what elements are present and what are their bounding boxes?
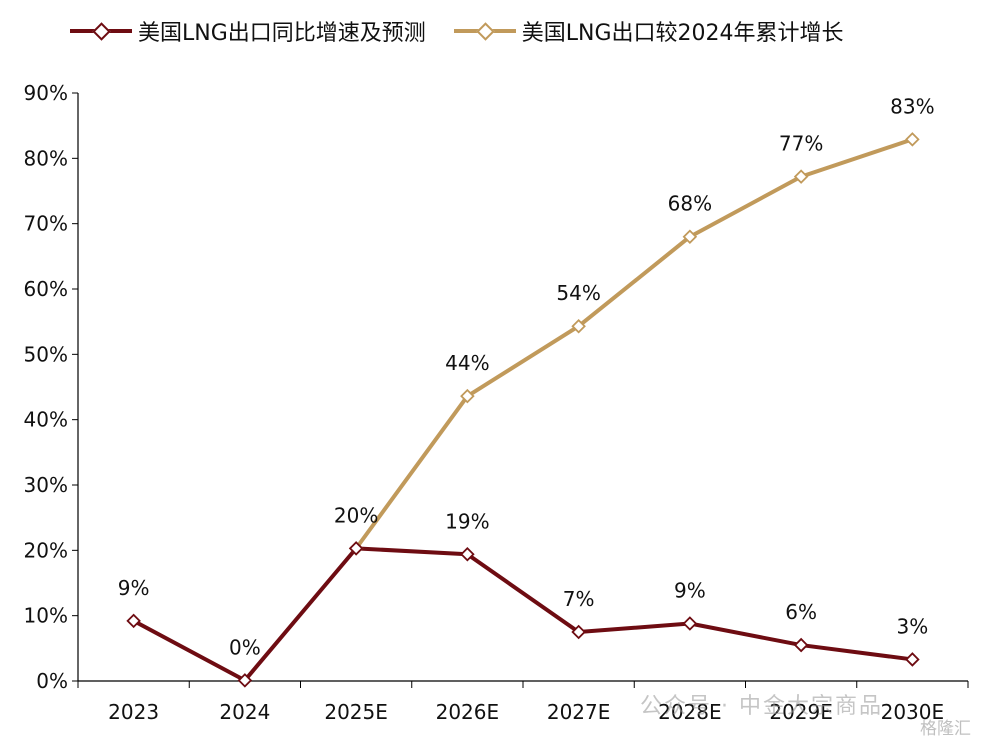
- data-point-1: [571, 318, 586, 334]
- x-tick-label: 2029E: [769, 700, 833, 724]
- data-point-0: [571, 624, 586, 640]
- y-tick-label: 90%: [24, 81, 68, 105]
- data-point-0: [682, 616, 698, 631]
- data-label: 83%: [890, 94, 934, 118]
- x-tick-label: 2024: [219, 700, 270, 724]
- y-tick-label: 30%: [24, 473, 68, 497]
- chart-legend: 美国LNG出口同比增速及预测 美国LNG出口较2024年累计增长: [70, 14, 872, 48]
- series-line-0: [132, 546, 913, 683]
- x-tick-label: 2026E: [436, 700, 500, 724]
- x-tick-label: 2027E: [547, 700, 611, 724]
- data-label: 68%: [668, 192, 712, 216]
- data-point-0: [905, 652, 920, 667]
- legend-label-cumulative: 美国LNG出口较2024年累计增长: [521, 21, 844, 46]
- data-point-0: [793, 637, 809, 653]
- data-label: 9%: [674, 579, 706, 603]
- data-point-0: [126, 613, 141, 629]
- legend-swatch-cumulative: [453, 21, 516, 41]
- data-label: 0%: [229, 635, 261, 659]
- data-point-1: [682, 229, 698, 245]
- legend-label-yoy: 美国LNG出口同比增速及预测: [138, 21, 426, 46]
- x-tick-label: 2030E: [881, 700, 945, 724]
- y-tick-label: 20%: [24, 538, 68, 562]
- y-tick-label: 40%: [24, 408, 68, 432]
- watermark-logo: 格隆汇: [920, 719, 971, 739]
- data-point-1: [905, 132, 920, 147]
- data-label: 3%: [897, 614, 929, 638]
- data-point-1: [793, 169, 809, 184]
- data-label: 54%: [556, 281, 600, 305]
- y-tick-label: 80%: [24, 146, 68, 170]
- legend-item-cumulative: 美国LNG出口较2024年累计增长: [453, 15, 844, 47]
- data-label: 19%: [445, 509, 489, 533]
- x-tick-label: 2028E: [658, 700, 722, 724]
- y-tick-label: 60%: [24, 277, 68, 301]
- legend-item-yoy: 美国LNG出口同比增速及预测: [70, 15, 426, 47]
- x-tick-label: 2025E: [324, 700, 388, 724]
- y-tick-label: 50%: [24, 342, 68, 366]
- data-point-0: [237, 673, 253, 688]
- data-label: 77%: [779, 132, 823, 156]
- y-tick-label: 10%: [24, 604, 68, 628]
- data-point-0: [460, 546, 475, 562]
- data-label: 9%: [118, 576, 150, 600]
- y-tick-label: 70%: [24, 212, 68, 236]
- data-point-0: [348, 541, 364, 556]
- data-label: 20%: [334, 503, 378, 527]
- y-tick-label: 0%: [36, 669, 68, 693]
- data-label: 44%: [445, 351, 489, 375]
- data-point-1: [460, 388, 475, 404]
- data-label: 7%: [563, 587, 595, 611]
- legend-swatch-yoy: [70, 21, 132, 41]
- data-label: 6%: [785, 600, 817, 624]
- series-line-1: [354, 137, 914, 550]
- watermark-text: 公众号 · 中金大宗商品: [640, 694, 883, 719]
- x-tick-label: 2023: [108, 700, 159, 724]
